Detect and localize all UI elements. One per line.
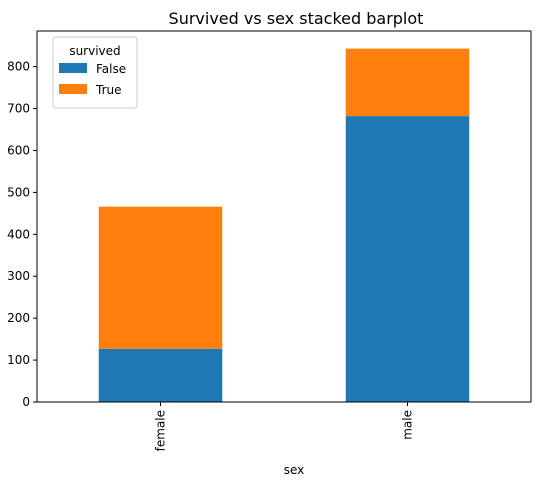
legend-swatch-true bbox=[59, 84, 87, 94]
y-tick-label: 800 bbox=[7, 60, 30, 74]
y-tick-label: 600 bbox=[7, 143, 30, 157]
y-tick-label: 300 bbox=[7, 269, 30, 283]
chart-title: Survived vs sex stacked barplot bbox=[169, 9, 424, 28]
bars-group bbox=[98, 48, 470, 402]
bar-male-false bbox=[345, 116, 470, 402]
ticks-group: 0 100 200 300 400 500 600 700 800 female male bbox=[7, 60, 414, 452]
bar-male-true bbox=[345, 48, 470, 117]
legend-label-false: False bbox=[96, 62, 126, 76]
x-tick-label-male: male bbox=[401, 410, 415, 440]
y-tick-label: 700 bbox=[7, 102, 30, 116]
legend-label-true: True bbox=[95, 83, 122, 97]
legend-title: survived bbox=[69, 44, 120, 58]
bar-female-true bbox=[98, 206, 223, 349]
bar-female-false bbox=[98, 348, 223, 402]
y-tick-label: 100 bbox=[7, 353, 30, 367]
x-tick-label-female: female bbox=[154, 410, 168, 451]
legend-swatch-false bbox=[59, 63, 87, 73]
y-tick-label: 500 bbox=[7, 185, 30, 199]
legend: survived False True bbox=[52, 36, 138, 109]
legend-items: False True bbox=[59, 62, 126, 97]
x-axis-label: sex bbox=[284, 463, 305, 477]
y-tick-label: 400 bbox=[7, 227, 30, 241]
axes-group bbox=[36, 30, 532, 403]
y-tick-label: 0 bbox=[22, 395, 30, 409]
y-tick-label: 200 bbox=[7, 311, 30, 325]
